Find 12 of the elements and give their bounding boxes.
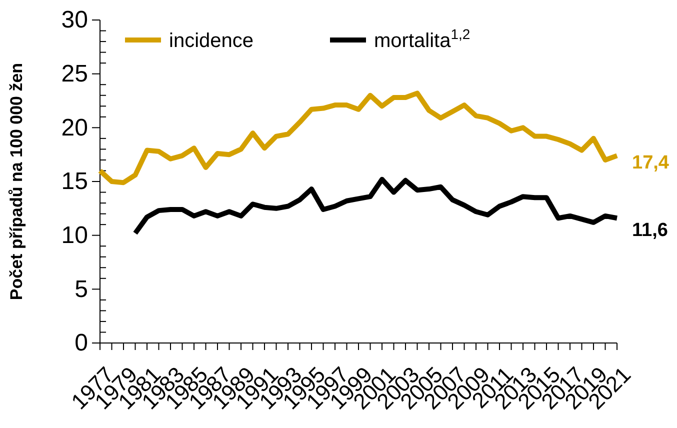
y-tick-label: 30 bbox=[61, 6, 88, 34]
y-tick-label: 10 bbox=[61, 222, 88, 250]
annotation: 11,6 bbox=[632, 220, 668, 242]
legend-label: mortalita$^{1,2}$ bbox=[374, 26, 470, 52]
y-tick-label: 25 bbox=[61, 60, 88, 88]
annotation: 17,4 bbox=[632, 152, 670, 174]
y-tick-label: 20 bbox=[61, 114, 88, 142]
y-axis-title: Počet případů na 100 000 žen bbox=[7, 62, 26, 300]
y-tick-label: 15 bbox=[61, 168, 88, 196]
y-tick-label: 5 bbox=[74, 276, 88, 303]
y-tick-label: 0 bbox=[74, 330, 88, 357]
legend-label: incidence bbox=[169, 30, 254, 52]
